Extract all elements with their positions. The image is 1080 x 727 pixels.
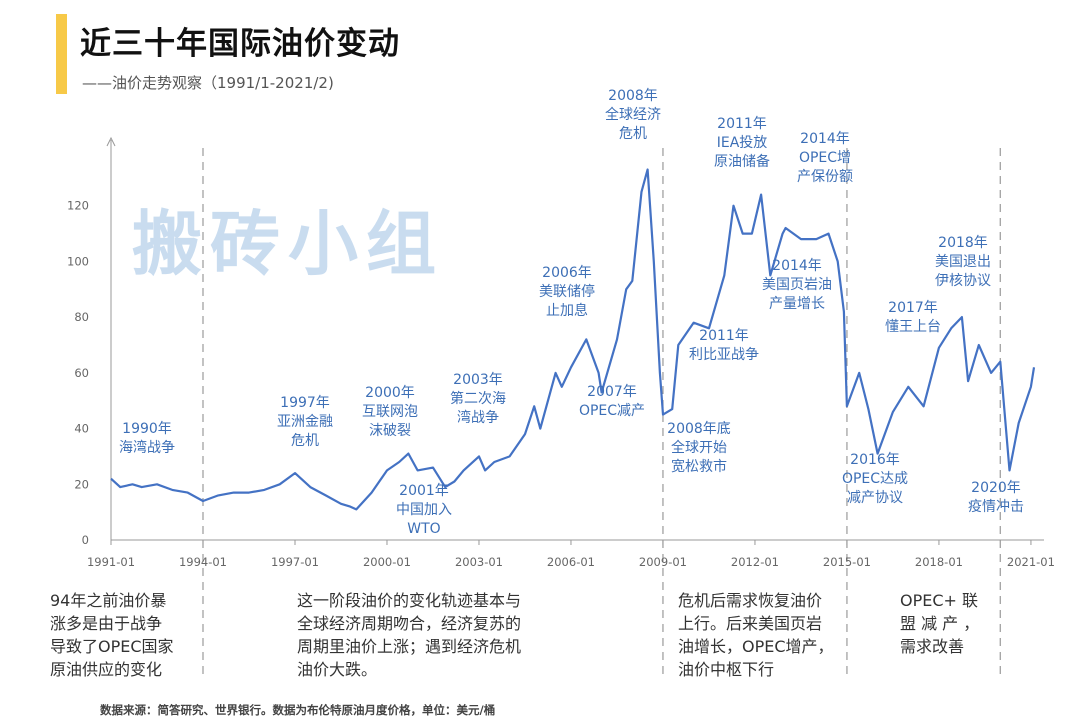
event-year: 2017年 <box>888 300 938 316</box>
period-note-4: OPEC+ 联 盟 减 产 ， 需求改善 <box>900 591 980 656</box>
event-desc: 全球开始 <box>671 439 727 456</box>
y-tick-label: 60 <box>74 366 89 380</box>
y-tick-label: 40 <box>74 422 89 436</box>
event-desc: 减产协议 <box>847 490 903 506</box>
x-tick-label: 2015-01 <box>823 555 871 569</box>
event-desc: IEA投放 <box>717 135 768 151</box>
y-tick-label: 120 <box>67 199 89 213</box>
event-desc: 伊核协议 <box>935 273 991 289</box>
event-year: 2000年 <box>365 385 415 401</box>
event-desc: 止加息 <box>546 302 588 319</box>
event-year: 2011年 <box>699 328 749 344</box>
event-desc: 危机 <box>291 433 319 449</box>
x-tick-label: 1994-01 <box>179 555 227 569</box>
event-desc: WTO <box>407 521 440 537</box>
x-tick-label: 2009-01 <box>639 555 687 569</box>
event-year: 2011年 <box>717 116 767 132</box>
x-tick-label: 2021-01 <box>1007 555 1055 569</box>
x-tick-label: 1991-01 <box>87 555 135 569</box>
event-desc: 美国退出 <box>935 254 991 270</box>
event-desc: 互联网泡 <box>362 404 418 420</box>
event-desc: 第二次海 <box>450 390 506 407</box>
y-tick-label: 0 <box>82 533 89 547</box>
event-year: 2014年 <box>800 131 850 147</box>
event-year: 2016年 <box>850 452 900 468</box>
period-note-3: 危机后需求恢复油价 上行。后来美国页岩 油增长，OPEC增产， 油价中枢下行 <box>678 591 834 679</box>
event-desc: 海湾战争 <box>119 439 175 456</box>
x-tick-label: 2012-01 <box>731 555 779 569</box>
event-desc: 懂王上台 <box>885 319 941 335</box>
event-desc: OPEC达成 <box>842 471 908 487</box>
series-line-brent <box>110 168 1036 511</box>
event-desc: OPEC减产 <box>579 403 645 419</box>
event-desc: 美联储停 <box>539 283 595 300</box>
event-annotation: 2007年 OPEC减产 <box>579 384 645 419</box>
x-tick-label: 2000-01 <box>363 555 411 569</box>
event-year: 2006年 <box>542 265 592 281</box>
y-axis-arrow-icon <box>106 136 116 147</box>
x-tick-label: 2006-01 <box>547 555 595 569</box>
event-year: 2020年 <box>971 480 1021 496</box>
event-year: 1990年 <box>122 421 172 437</box>
event-desc: 宽松救市 <box>671 458 727 475</box>
x-tick-label: 1997-01 <box>271 555 319 569</box>
accent-bar <box>56 14 67 94</box>
event-year: 2001年 <box>399 483 449 499</box>
event-year: 2008年底 <box>667 421 731 437</box>
chart-subtitle: ——油价走势观察（1991/1-2021/2) <box>82 74 334 92</box>
event-desc: 亚洲金融 <box>277 414 333 430</box>
event-year: 2014年 <box>772 258 822 274</box>
event-year: 2007年 <box>587 384 637 400</box>
event-desc: 危机 <box>619 126 647 142</box>
data-source: 数据来源：简答研究、世界银行。数据为布伦特原油月度价格，单位：美元/桶 <box>100 703 496 717</box>
event-year: 1997年 <box>280 395 330 411</box>
y-tick-label: 80 <box>74 310 89 324</box>
period-note-1: 94年之前油价暴 涨多是由于战争 导致了OPEC国家 原油供应的变化 <box>50 591 174 679</box>
event-desc: 美国页岩油 <box>762 277 832 293</box>
y-tick-label: 100 <box>67 254 89 268</box>
event-year: 2003年 <box>453 372 503 388</box>
event-desc: 利比亚战争 <box>689 347 759 363</box>
event-desc: 湾战争 <box>457 409 499 426</box>
watermark: 搬砖小组 <box>132 203 444 285</box>
event-desc: 产量增长 <box>769 296 825 312</box>
event-year: 2008年 <box>608 88 658 104</box>
period-note-2: 这一阶段油价的变化轨迹基本与 全球经济周期吻合，经济复苏的 周期里油价上涨；遇到… <box>297 591 522 679</box>
event-desc: 中国加入 <box>396 502 452 518</box>
x-tick-label: 2018-01 <box>915 555 963 569</box>
chart-title: 近三十年国际油价变动 <box>80 26 400 62</box>
event-desc: 全球经济 <box>605 106 661 123</box>
y-tick-label: 20 <box>74 477 89 491</box>
event-desc: 沫破裂 <box>369 423 411 439</box>
event-desc: OPEC增 <box>799 150 851 166</box>
event-year: 2018年 <box>938 235 988 251</box>
event-desc: 原油储备 <box>714 153 770 170</box>
event-desc: 产保份额 <box>797 169 853 185</box>
event-desc: 疫情冲击 <box>968 499 1024 515</box>
x-tick-label: 2003-01 <box>455 555 503 569</box>
